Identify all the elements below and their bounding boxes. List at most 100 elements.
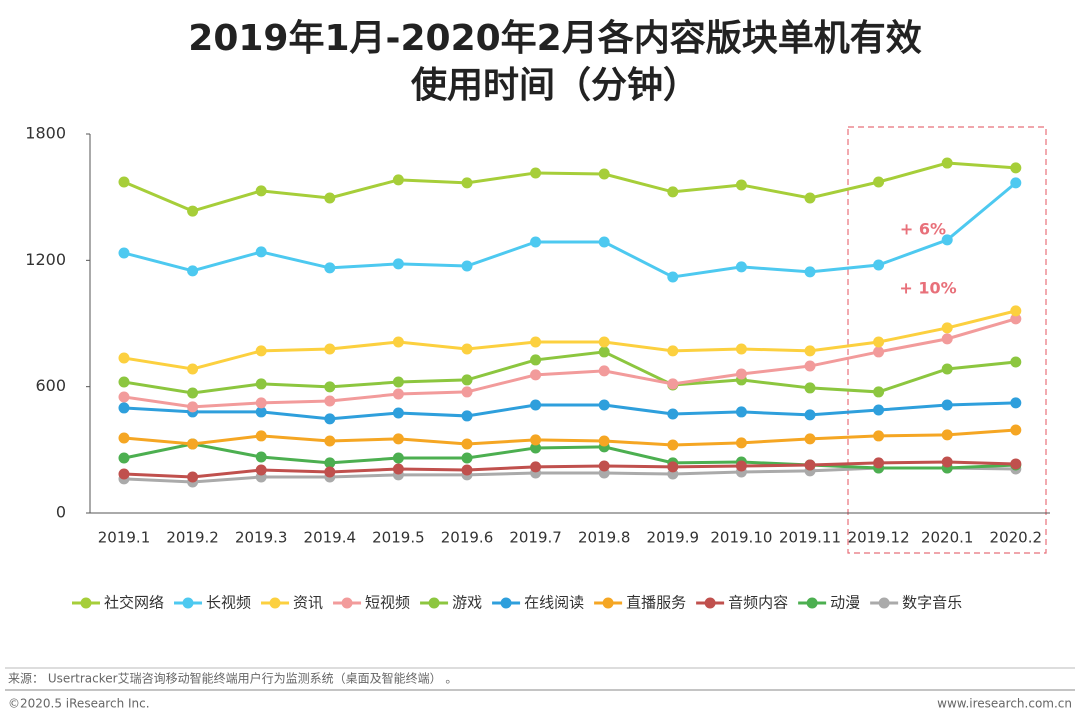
x-tick-label: 2019.6: [441, 529, 494, 547]
point: [1010, 458, 1022, 470]
point: [530, 336, 542, 348]
point: [461, 374, 473, 386]
point: [598, 346, 610, 358]
point: [118, 468, 130, 480]
x-tick-label: 2019.12: [848, 529, 910, 547]
point: [598, 435, 610, 447]
point: [324, 192, 336, 204]
point: [255, 406, 267, 418]
series-line: [123, 317, 1017, 409]
point: [598, 365, 610, 377]
point: [118, 376, 130, 388]
point: [804, 409, 816, 421]
point: [461, 260, 473, 272]
legend-label: 长视频: [206, 594, 251, 612]
point: [187, 438, 199, 450]
series-line: [123, 309, 1017, 371]
point: [461, 438, 473, 450]
x-tick-label: 2019.4: [304, 529, 357, 547]
point: [1010, 177, 1022, 189]
legend-label: 社交网络: [104, 594, 164, 612]
x-tick-label: 2020.1: [921, 529, 974, 547]
legend-label: 直播服务: [626, 594, 686, 612]
point: [392, 463, 404, 475]
annotation: + 6%: [900, 220, 946, 239]
x-tick-label: 2019.1: [98, 529, 151, 547]
point: [255, 451, 267, 463]
point: [804, 192, 816, 204]
point: [255, 345, 267, 357]
chart-title: 2019年1月-2020年2月各内容版块单机有效: [188, 18, 921, 59]
point: [667, 378, 679, 390]
point: [324, 381, 336, 393]
point: [873, 430, 885, 442]
x-tick-label: 2019.11: [779, 529, 841, 547]
series-line: [123, 460, 1016, 479]
point: [873, 386, 885, 398]
website: www.iresearch.com.cn: [937, 697, 1072, 711]
x-tick-label: 2019.9: [647, 529, 700, 547]
point: [392, 174, 404, 186]
point: [941, 157, 953, 169]
point: [187, 471, 199, 483]
point: [461, 410, 473, 422]
x-tick-label: 2019.8: [578, 529, 631, 547]
point: [530, 369, 542, 381]
point: [530, 354, 542, 366]
point: [735, 437, 747, 449]
point: [461, 452, 473, 464]
point: [941, 363, 953, 375]
series-line: [123, 442, 1016, 470]
legend-label: 游戏: [452, 594, 482, 612]
point: [667, 408, 679, 420]
legend-marker: [602, 597, 614, 609]
point: [598, 336, 610, 348]
point: [873, 176, 885, 188]
point: [804, 459, 816, 471]
series-line: [123, 428, 1016, 447]
point: [804, 360, 816, 372]
legend-label: 在线阅读: [524, 594, 584, 612]
point: [1010, 397, 1022, 409]
point: [187, 401, 199, 413]
series-line: [123, 401, 1016, 421]
point: [392, 376, 404, 388]
point: [392, 452, 404, 464]
point: [255, 430, 267, 442]
point: [667, 186, 679, 198]
x-tick-label: 2019.7: [509, 529, 562, 547]
point: [735, 343, 747, 355]
point: [735, 460, 747, 472]
legend-label: 数字音乐: [902, 594, 962, 612]
point: [187, 205, 199, 217]
legend-marker: [269, 597, 281, 609]
point: [873, 259, 885, 271]
point: [530, 236, 542, 248]
point: [1010, 356, 1022, 368]
legend-marker: [428, 597, 440, 609]
highlight-box: [847, 126, 1047, 554]
series-line: [123, 181, 1017, 279]
point: [735, 179, 747, 191]
point: [530, 399, 542, 411]
point: [118, 176, 130, 188]
point: [324, 262, 336, 274]
point: [392, 336, 404, 348]
point: [255, 185, 267, 197]
point: [941, 322, 953, 334]
point: [1010, 424, 1022, 436]
point: [392, 258, 404, 270]
annotation: + 10%: [899, 279, 956, 298]
point: [324, 395, 336, 407]
point: [255, 464, 267, 476]
chart-title: 使用时间（分钟）: [411, 65, 699, 106]
point: [735, 368, 747, 380]
point: [255, 246, 267, 258]
point: [941, 333, 953, 345]
source: 来源： Usertracker艾瑞咨询移动智能终端用户行为监测系统（桌面及智能终…: [8, 671, 457, 686]
point: [461, 464, 473, 476]
point: [118, 352, 130, 364]
point: [1010, 305, 1022, 317]
legend-marker: [806, 597, 818, 609]
y-tick-label: 1200: [25, 250, 66, 269]
